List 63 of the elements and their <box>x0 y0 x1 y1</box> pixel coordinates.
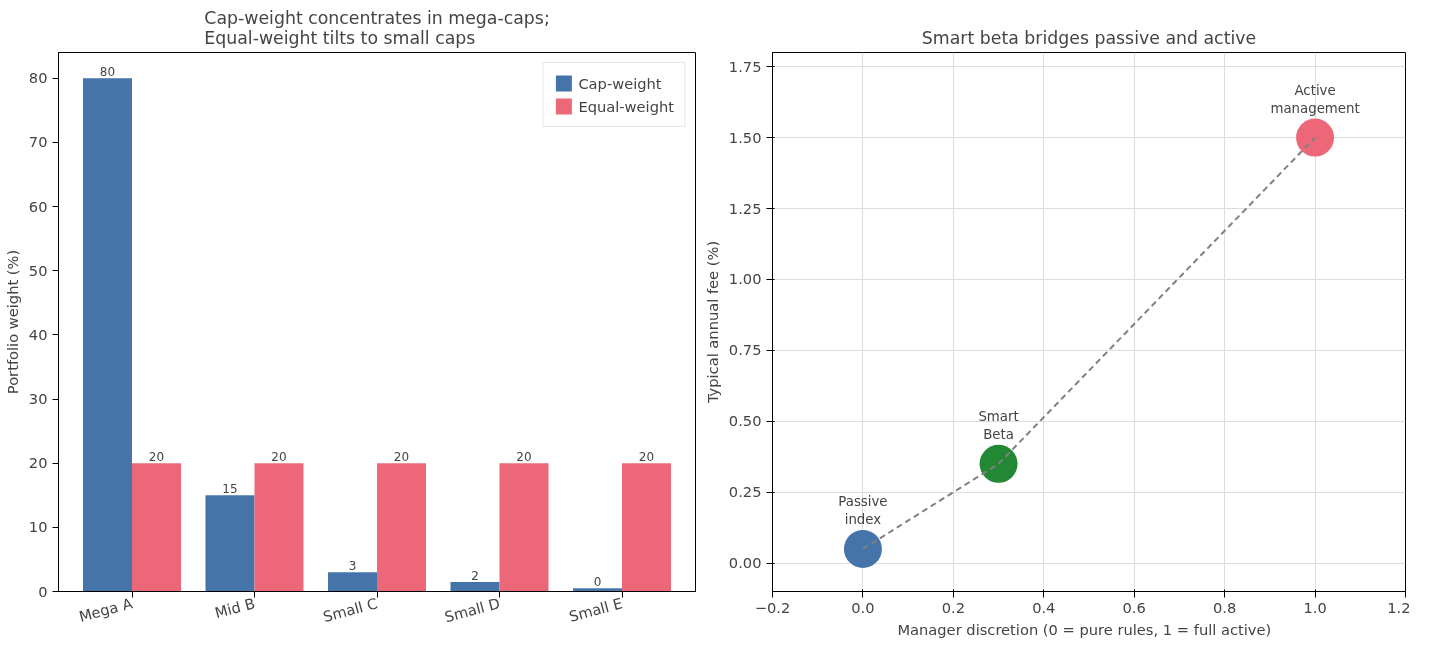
bar <box>450 581 500 592</box>
point <box>1296 118 1335 157</box>
legend-label: Equal-weight <box>578 97 674 115</box>
data-label: 20 <box>393 450 410 465</box>
x-tick-label: Small D <box>442 594 502 626</box>
data-label: 15 <box>222 482 238 497</box>
y-tick-label: 0.75 <box>728 341 762 359</box>
y-axis-title: Portfolio weight (%) <box>3 249 21 395</box>
y-tick-label: 10 <box>28 518 48 536</box>
y-tick-label: 70 <box>28 133 48 151</box>
x-tick-label: 1.2 <box>1387 598 1411 616</box>
y-tick-label: 30 <box>28 390 48 407</box>
chart-title: Cap-weight concentrates in mega-caps; Equal-weight tilts to small caps <box>204 7 550 48</box>
y-tick-label: 1.50 <box>728 128 762 146</box>
x-tick-label: Mid B <box>212 594 257 622</box>
y-tick-label: 50 <box>28 261 48 279</box>
annotation: Passive index <box>838 493 888 527</box>
x-axis-title: Manager discretion (0 = pure rules, 1 = full active) <box>897 620 1272 638</box>
bar <box>83 78 132 592</box>
y-tick-label: 60 <box>28 197 48 215</box>
data-label: 2 <box>471 568 479 583</box>
data-label: 80 <box>99 65 116 80</box>
y-tick-label: 1.75 <box>728 57 762 75</box>
y-tick-label: 40 <box>28 325 48 343</box>
x-tick-label: 0.2 <box>941 598 966 616</box>
y-tick-label: 0.25 <box>728 483 762 501</box>
x-tick-label: Small E <box>567 594 625 625</box>
bar <box>377 463 426 592</box>
chart-title: Smart beta bridges passive and active <box>921 27 1257 48</box>
bar <box>132 463 181 592</box>
y-tick-label: 20 <box>28 454 48 472</box>
bar <box>254 463 304 592</box>
data-label: 20 <box>271 450 287 465</box>
annotation: Smart Beta <box>978 408 1019 442</box>
bar <box>573 588 622 592</box>
data-label: 0 <box>593 575 602 590</box>
annotation: Active management <box>1270 82 1360 116</box>
point <box>843 529 882 568</box>
point <box>979 444 1018 483</box>
y-tick-label: 80 <box>28 69 48 87</box>
data-label: 20 <box>516 450 532 465</box>
x-tick-label: 0.0 <box>851 598 875 616</box>
y-axis-title: Typical annual fee (%) <box>703 240 721 405</box>
y-tick-label: 0 <box>38 582 48 600</box>
bar <box>622 463 671 592</box>
y-tick-label: 0.50 <box>728 412 762 430</box>
legend-label: Cap-weight <box>578 74 662 92</box>
data-label: 20 <box>638 450 655 465</box>
x-tick-label: Small C <box>321 594 380 626</box>
data-label: 20 <box>148 450 165 465</box>
x-tick-label: Mega A <box>77 594 135 625</box>
x-tick-label: 1.0 <box>1303 598 1327 616</box>
x-tick-label: 0.8 <box>1212 598 1237 616</box>
data-label: 3 <box>348 559 357 574</box>
bar <box>205 495 255 592</box>
bar <box>328 572 377 592</box>
y-tick-label: 1.00 <box>728 270 762 288</box>
y-tick-label: 0.00 <box>728 554 762 572</box>
x-tick-label: 0.4 <box>1032 598 1056 616</box>
y-tick-label: 1.25 <box>728 199 762 217</box>
x-tick-label: −0.2 <box>754 598 791 616</box>
bar <box>499 463 549 592</box>
x-tick-label: 0.6 <box>1122 598 1146 616</box>
